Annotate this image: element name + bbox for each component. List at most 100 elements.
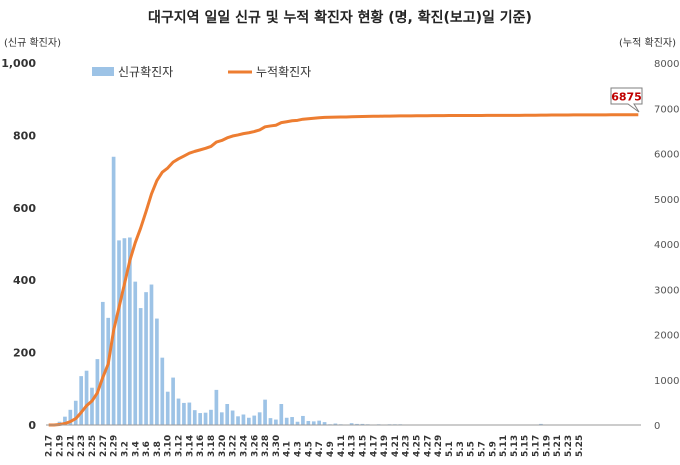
bar bbox=[150, 285, 154, 425]
x-tick-label: 4.29 bbox=[434, 435, 444, 457]
x-tick-label: 5.3 bbox=[456, 441, 466, 457]
x-tick-label: 4.9 bbox=[326, 441, 336, 457]
bar bbox=[90, 388, 94, 425]
legend-label-cumulative: 누적확진자 bbox=[256, 65, 311, 79]
bar bbox=[225, 404, 229, 425]
x-tick-label: 5.25 bbox=[575, 435, 585, 457]
x-tick-label: 4.3 bbox=[294, 441, 304, 457]
value-callout: 6875 bbox=[611, 88, 642, 112]
x-tick-label: 5.23 bbox=[564, 435, 574, 457]
bar bbox=[312, 421, 316, 425]
x-tick-label: 3.26 bbox=[250, 435, 260, 457]
x-tick-label: 4.25 bbox=[413, 435, 423, 457]
y-right-tick-label: 5000 bbox=[654, 195, 679, 206]
bar bbox=[301, 416, 305, 425]
y-left-tick-label: 200 bbox=[13, 347, 36, 360]
bar bbox=[106, 318, 110, 425]
y-left-tick-label: 1,000 bbox=[1, 57, 36, 70]
x-tick-label: 3.12 bbox=[175, 435, 185, 457]
bar bbox=[177, 399, 181, 425]
callout-label: 6875 bbox=[611, 91, 642, 104]
bar bbox=[79, 376, 83, 425]
bar-series bbox=[52, 157, 618, 425]
bar bbox=[204, 413, 208, 425]
x-tick-label: 3.24 bbox=[239, 435, 249, 457]
x-tick-label: 3.22 bbox=[229, 435, 239, 457]
x-tick-label: 5.17 bbox=[532, 435, 542, 457]
x-tick-label: 4.27 bbox=[423, 435, 433, 457]
y-right-tick-label: 0 bbox=[654, 421, 660, 432]
x-tick-label: 3.4 bbox=[131, 441, 141, 457]
x-tick-label: 2.17 bbox=[45, 435, 55, 457]
x-tick-label: 4.13 bbox=[348, 435, 358, 457]
x-tick-label: 4.7 bbox=[315, 441, 325, 457]
x-tick-label: 3.28 bbox=[261, 435, 271, 457]
y-right-tick-label: 8000 bbox=[654, 59, 679, 70]
bar bbox=[188, 403, 192, 425]
x-tick-label: 4.5 bbox=[304, 441, 314, 457]
x-tick-label: 3.6 bbox=[142, 441, 152, 457]
x-tick-label: 3.20 bbox=[218, 435, 228, 457]
y-axis-left: 0 200 400 600 800 1,000 bbox=[1, 57, 36, 432]
x-tick-label: 5.21 bbox=[553, 435, 563, 457]
x-tick-label: 5.13 bbox=[510, 435, 520, 457]
bar bbox=[258, 412, 262, 425]
bar bbox=[85, 371, 89, 425]
bar bbox=[166, 392, 170, 425]
y-right-tick-label: 3000 bbox=[654, 285, 679, 296]
x-tick-label: 2.27 bbox=[99, 435, 109, 457]
bar bbox=[139, 308, 143, 425]
legend: 신규확진자 누적확진자 bbox=[92, 65, 311, 79]
x-tick-label: 3.10 bbox=[164, 435, 174, 457]
bar bbox=[307, 421, 311, 425]
y-right-tick-label: 6000 bbox=[654, 150, 679, 161]
x-tick-label: 3.30 bbox=[272, 435, 282, 457]
bar bbox=[274, 420, 278, 425]
x-tick-label: 4.19 bbox=[380, 435, 390, 457]
y-left-tick-label: 0 bbox=[28, 419, 36, 432]
bar bbox=[242, 415, 246, 426]
bar bbox=[171, 378, 175, 425]
bar bbox=[215, 390, 219, 425]
x-tick-label: 3.14 bbox=[185, 435, 195, 457]
bar bbox=[74, 401, 78, 425]
y-left-tick-label: 600 bbox=[13, 202, 36, 215]
bar bbox=[290, 417, 294, 425]
bar bbox=[144, 292, 148, 425]
bar bbox=[279, 404, 283, 425]
bar bbox=[220, 412, 224, 425]
x-tick-label: 5.1 bbox=[445, 441, 455, 457]
bar bbox=[263, 400, 267, 425]
x-tick-label: 5.19 bbox=[542, 435, 552, 457]
x-tick-label: 4.11 bbox=[337, 435, 347, 457]
y-left-tick-label: 800 bbox=[13, 129, 36, 142]
x-tick-label: 2.23 bbox=[77, 435, 87, 457]
x-tick-label: 2.29 bbox=[110, 435, 120, 457]
x-tick-label: 3.8 bbox=[153, 441, 163, 457]
bar bbox=[285, 418, 289, 425]
bar bbox=[236, 416, 240, 425]
bar bbox=[123, 238, 127, 425]
legend-label-new: 신규확진자 bbox=[118, 65, 173, 79]
x-tick-label: 2.21 bbox=[66, 435, 76, 457]
cumulative-line bbox=[49, 115, 639, 425]
bar bbox=[155, 319, 159, 425]
chart-title: 대구지역 일일 신규 및 누적 확진자 현황 (명, 확진(보고)일 기준) bbox=[148, 9, 532, 26]
y-left-tick-label: 400 bbox=[13, 274, 36, 287]
x-tick-label: 3.16 bbox=[196, 435, 206, 457]
x-tick-label: 5.15 bbox=[521, 435, 531, 457]
x-tick-label: 4.23 bbox=[402, 435, 412, 457]
y-right-tick-label: 7000 bbox=[654, 104, 679, 115]
x-tick-label: 4.1 bbox=[283, 441, 293, 457]
y-right-tick-label: 4000 bbox=[654, 240, 679, 251]
x-tick-label: 5.9 bbox=[488, 441, 498, 457]
bar bbox=[317, 421, 321, 425]
bar bbox=[182, 403, 186, 425]
bar bbox=[133, 282, 137, 425]
x-tick-label: 2.19 bbox=[56, 435, 66, 457]
x-tick-label: 4.17 bbox=[369, 435, 379, 457]
